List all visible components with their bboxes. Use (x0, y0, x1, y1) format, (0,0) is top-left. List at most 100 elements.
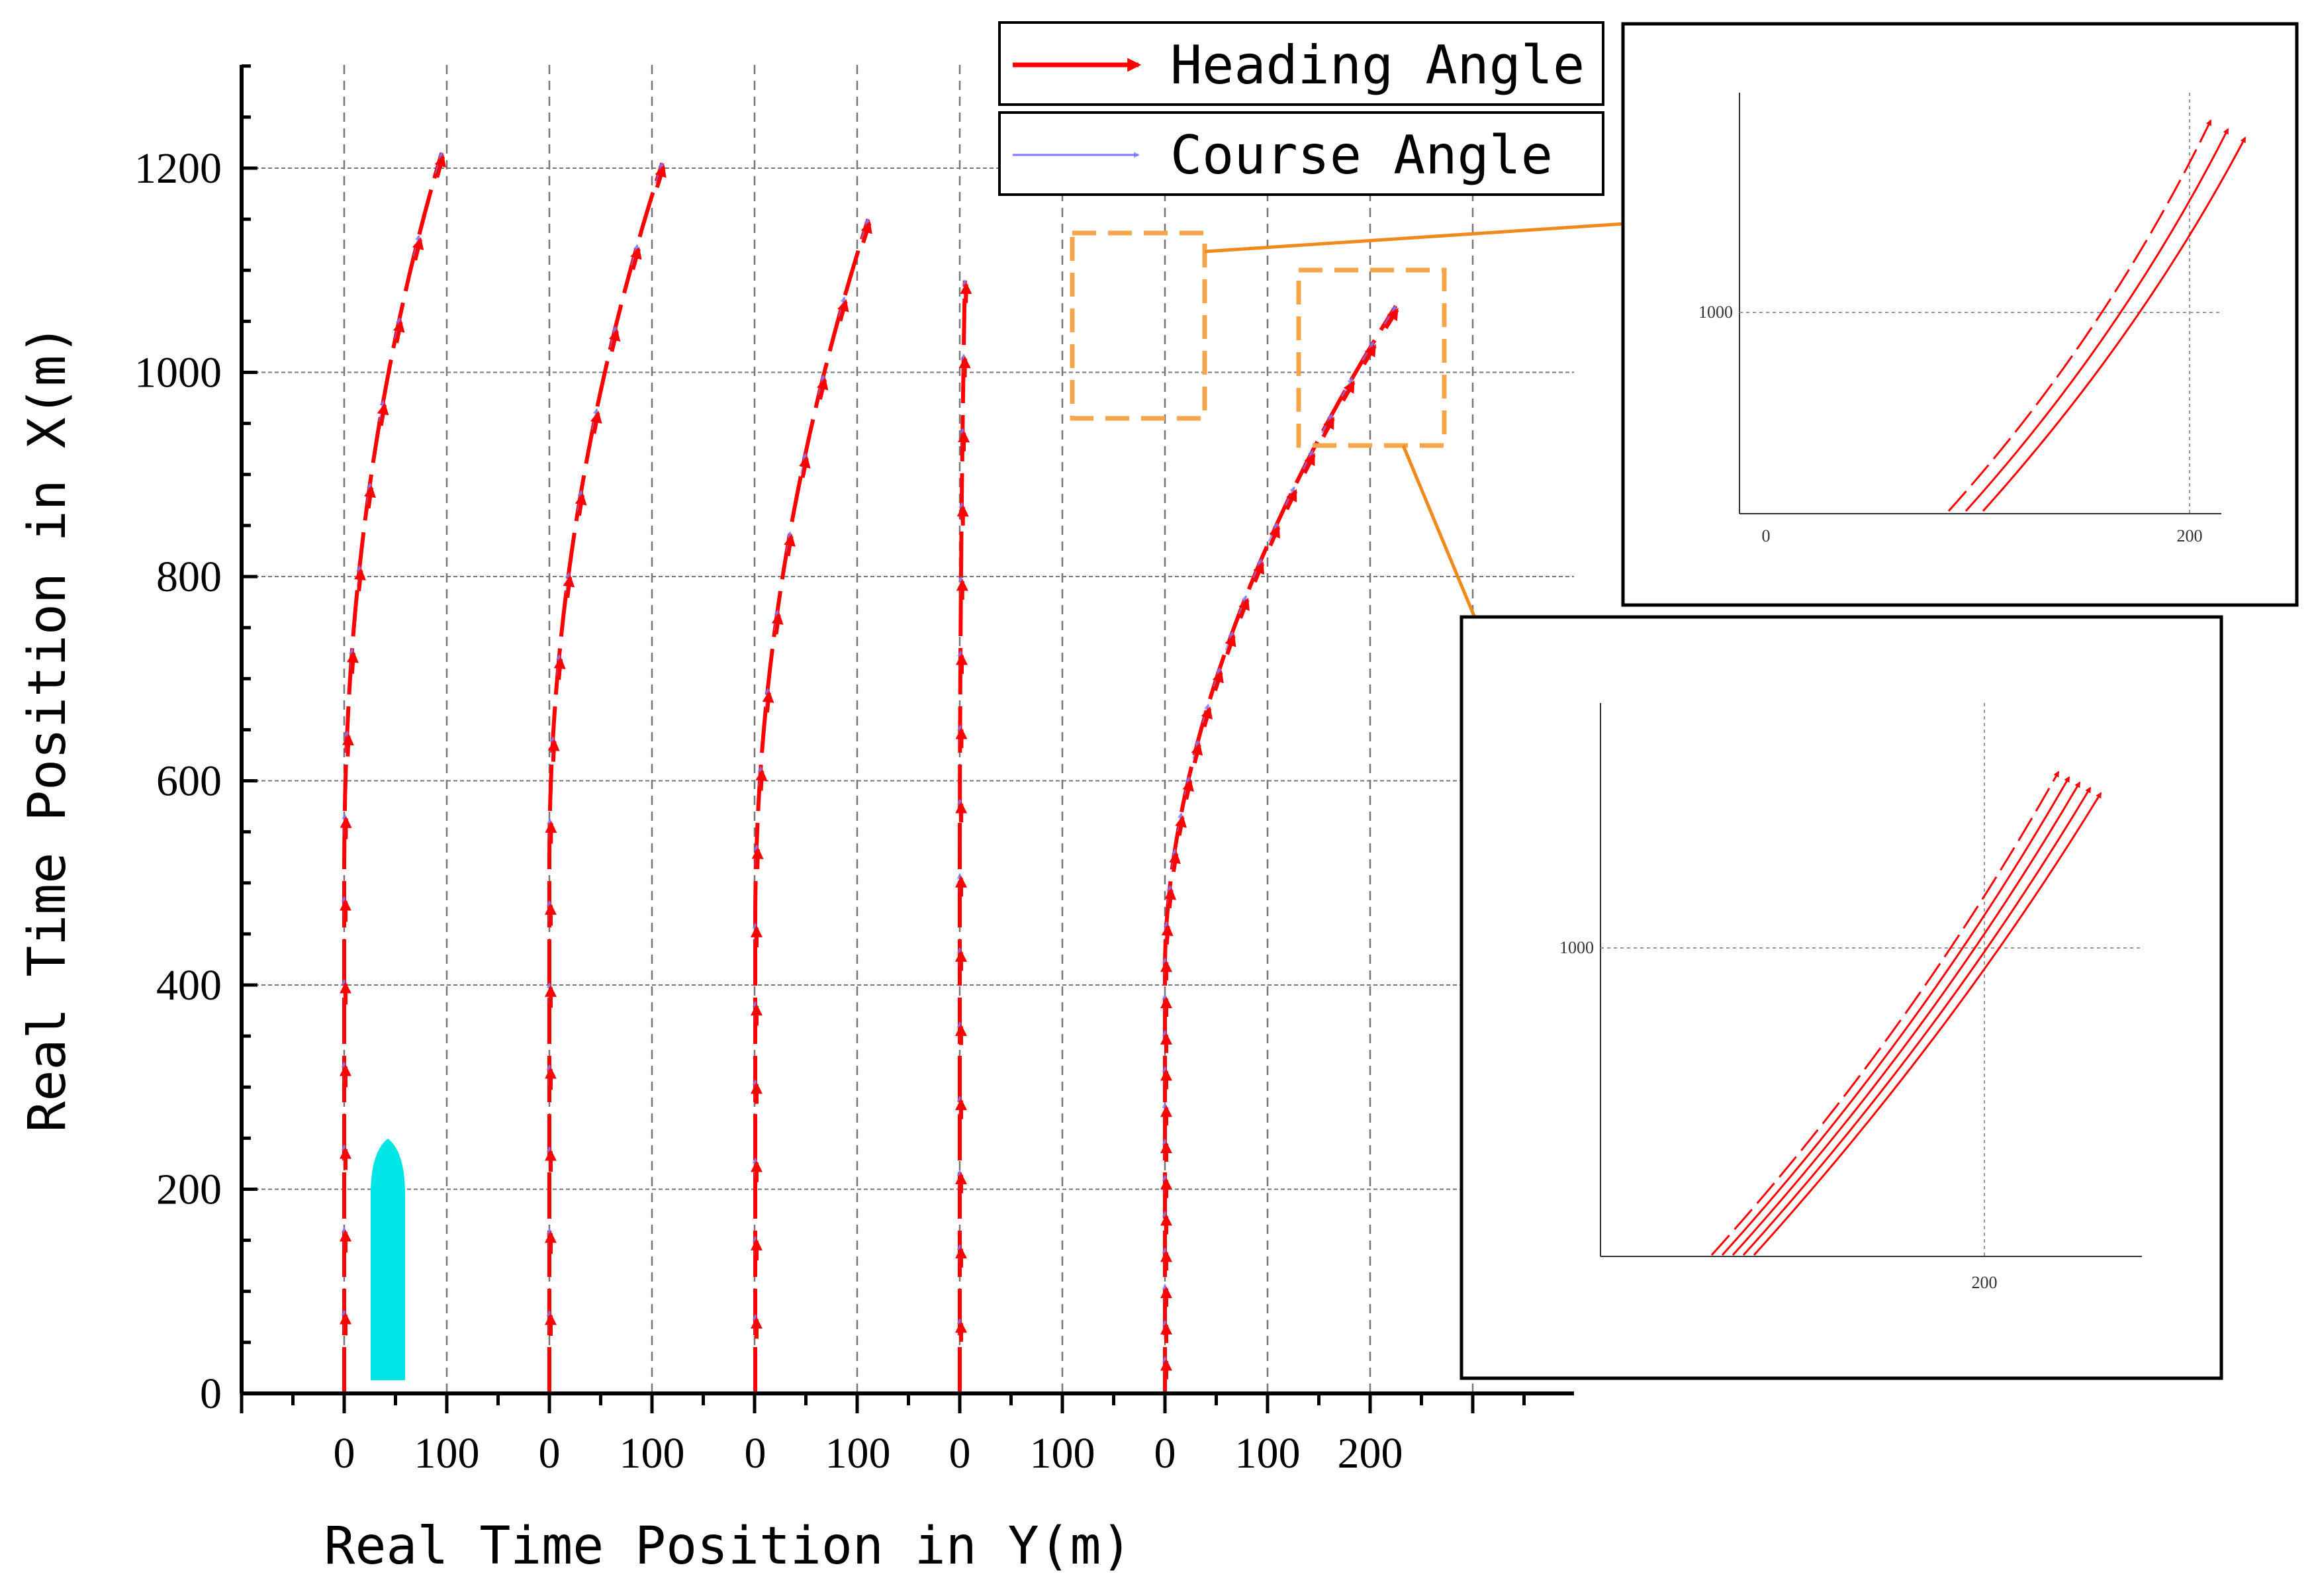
heading-arrow (547, 739, 560, 762)
heading-arrow (342, 733, 355, 757)
heading-arrow (630, 246, 642, 270)
highlight-box-5 (1296, 267, 1447, 448)
heading-arrow (1191, 742, 1203, 764)
x-tick-label: 100 (1030, 1429, 1095, 1478)
x-tick-label: 100 (414, 1429, 480, 1478)
heading-arrow (1225, 634, 1236, 655)
y-tick-label: 800 (156, 553, 222, 601)
inset-curve (1721, 776, 2070, 1256)
heading-arrow (1238, 597, 1250, 619)
heading-arrow (1175, 815, 1187, 836)
heading-arrow (1161, 923, 1174, 945)
heading-line (342, 152, 444, 1393)
inset-top-curves (1947, 119, 2247, 512)
heading-arrow (1212, 670, 1224, 692)
inset-top-tick-200: 200 (2177, 526, 2203, 545)
heading-arrow (1341, 380, 1356, 402)
heading-arrow (860, 220, 872, 244)
inset-curve (1742, 786, 2092, 1256)
legend-label-heading: Heading Angle (1170, 34, 1585, 96)
legend: Heading Angle Course Angle (998, 21, 1604, 196)
heading-arrow (434, 154, 446, 178)
heading-arrow (816, 377, 829, 400)
heading-arrow (1285, 489, 1298, 510)
inset-curve (1982, 136, 2247, 512)
inset-curve (1732, 781, 2081, 1256)
grid (242, 65, 1574, 1393)
series-trajectory-4 (955, 279, 972, 1393)
heading-arrow (347, 650, 359, 674)
series-trajectory-3 (751, 218, 872, 1393)
inset-bottom: 1000 200 (1459, 615, 2223, 1380)
heading-arrow (1252, 561, 1265, 583)
x-tick-label: 100 (620, 1429, 685, 1478)
x-tick-label: 0 (1154, 1429, 1176, 1478)
y-tick-label: 200 (156, 1166, 222, 1214)
heading-arrow (608, 328, 621, 352)
inset-bottom-tick-1000: 1000 (1559, 938, 1594, 957)
heading-arrow (377, 402, 389, 426)
pointer-arrow-top (1204, 212, 1678, 254)
heading-arrow (1362, 344, 1377, 365)
x-tick-label: 200 (1338, 1429, 1403, 1478)
heading-arrow (771, 612, 784, 635)
heading-arrow (762, 690, 774, 713)
heading-arrow (590, 410, 602, 434)
heading-arrow (655, 164, 667, 189)
y-tick-label: 1000 (134, 349, 222, 397)
series-trajectory-1 (340, 152, 446, 1393)
heading-arrow (575, 493, 587, 516)
legend-box-course (998, 111, 1604, 196)
heading-arrow (563, 575, 575, 598)
y-tick-label: 600 (156, 757, 222, 806)
y-tick-label: 400 (156, 961, 222, 1009)
heading-arrow (412, 237, 424, 261)
heading-arrow (751, 847, 764, 869)
heading-arrow (1182, 778, 1194, 800)
heading-line (753, 218, 870, 1393)
ship-icon (371, 1139, 405, 1380)
x-tick-label: 100 (825, 1429, 891, 1478)
inset-bottom-frame (1459, 615, 2223, 1380)
y-tick-label: 0 (200, 1370, 222, 1418)
heading-arrow (837, 299, 849, 322)
legend-label-course: Course Angle (1170, 124, 1553, 186)
series-layer (340, 152, 1399, 1393)
highlight-box-4 (1070, 230, 1207, 421)
inset-top: 1000 0 200 (1621, 22, 2299, 607)
heading-arrow (1384, 308, 1399, 330)
heading-line (1163, 305, 1398, 1393)
inset-curve (1710, 771, 2060, 1256)
x-tick-label: 0 (745, 1429, 766, 1478)
heading-arrow (393, 320, 405, 344)
inset-bottom-curves (1710, 771, 2102, 1256)
inset-curve (1753, 792, 2102, 1256)
heading-arrow (1268, 525, 1281, 547)
x-tick-label: 100 (1235, 1429, 1301, 1478)
heading-arrow (1303, 453, 1316, 475)
inset-bottom-tick-200: 200 (1972, 1273, 1998, 1292)
inset-curve (1965, 128, 2229, 512)
heading-line (958, 280, 967, 1393)
heading-arrow (1169, 851, 1181, 872)
heading-arrow (784, 534, 796, 557)
x-tick-label: 0 (539, 1429, 561, 1478)
inset-top-frame (1621, 22, 2299, 607)
y-tick-label: 1200 (134, 144, 222, 193)
y-axis-title: Real Time Position in X(m) (18, 324, 77, 1133)
heading-arrow (1321, 416, 1335, 438)
heading-arrow (799, 455, 811, 479)
heading-arrow (364, 485, 376, 509)
inset-top-tick-1000: 1000 (1698, 303, 1733, 322)
heading-arrow (553, 657, 566, 681)
heading-line (547, 162, 665, 1393)
x-tick-label: 0 (949, 1429, 971, 1478)
heading-arrow (755, 769, 768, 791)
heading-arrow (353, 567, 366, 592)
x-axis-title: Real Time Position in Y(m) (324, 1517, 1133, 1576)
series-trajectory-2 (545, 162, 667, 1393)
heading-arrow (1164, 887, 1177, 909)
x-tick-label: 0 (334, 1429, 355, 1478)
